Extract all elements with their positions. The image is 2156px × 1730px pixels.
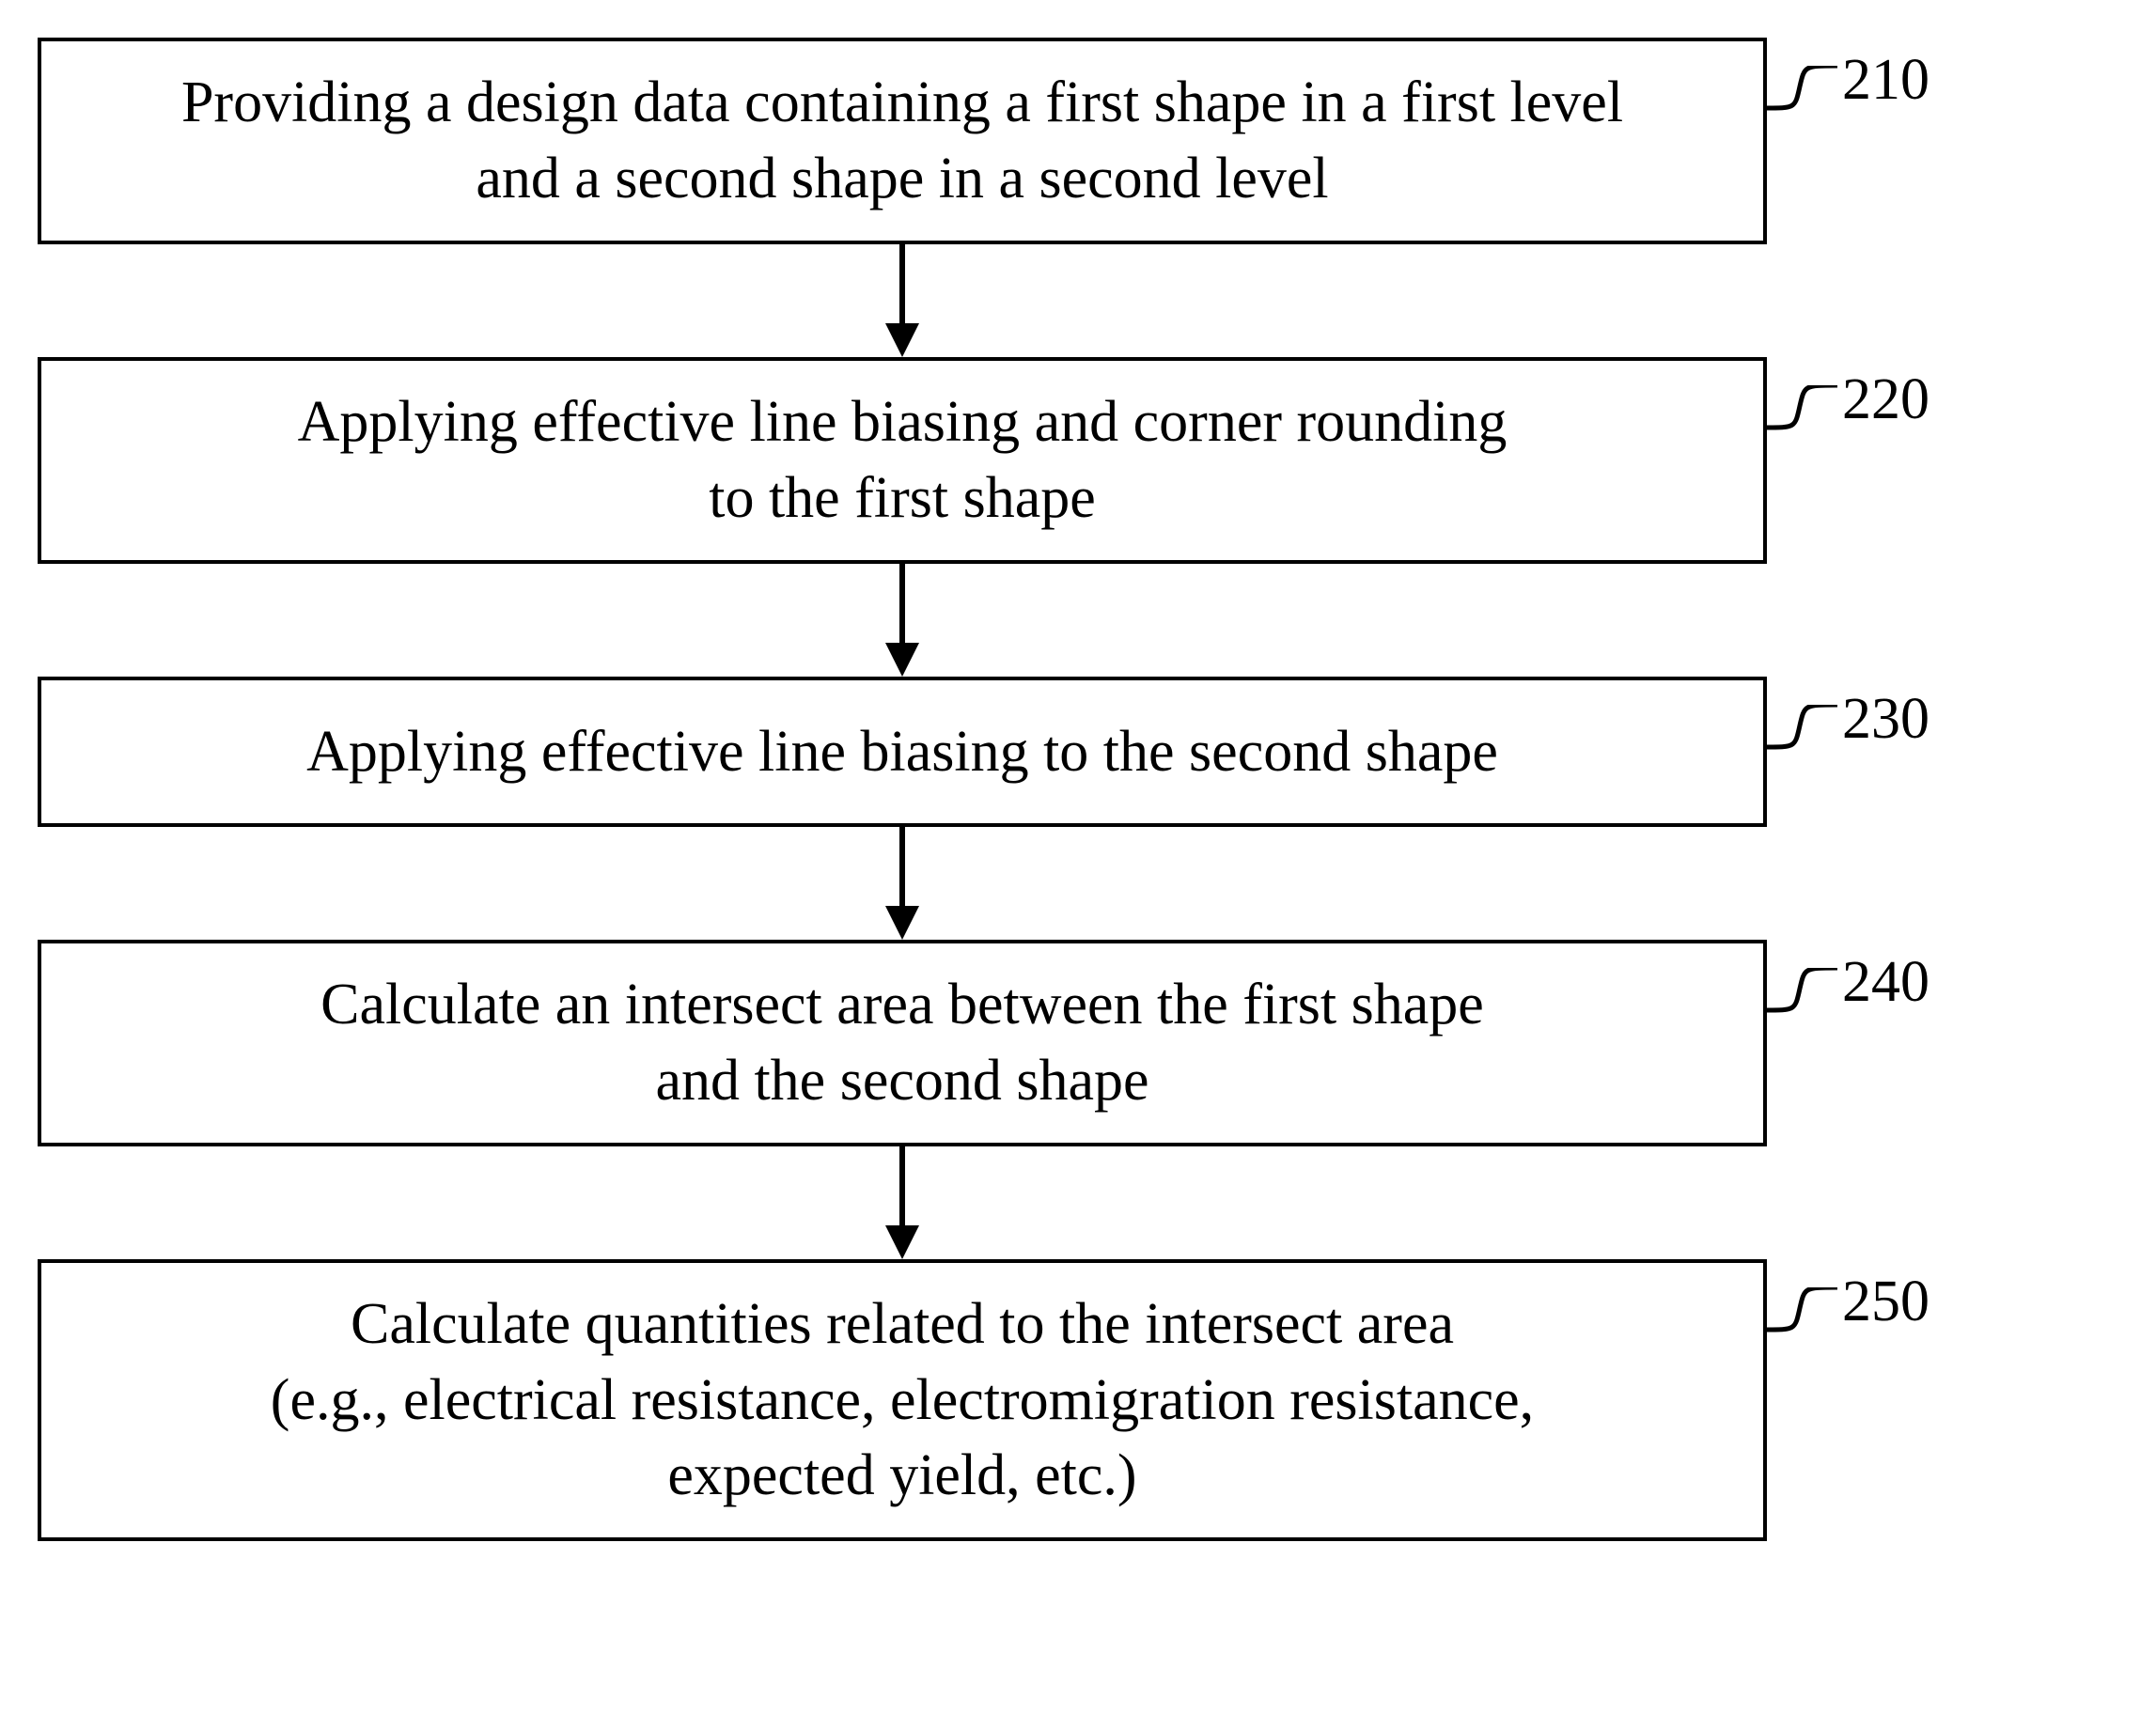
- arrow-head-icon: [885, 1225, 919, 1259]
- flowchart-step-4: Calculate an intersect area between the …: [38, 940, 1767, 1146]
- step-text: Applying effective line biasing to the s…: [306, 714, 1498, 790]
- ref-connector: [1767, 385, 1842, 442]
- step-text: Providing a design data containing a fir…: [181, 65, 1623, 216]
- ref-number: 250: [1842, 1269, 1929, 1335]
- step-text: Applying effective line biasing and corn…: [298, 384, 1508, 536]
- ref-number: 240: [1842, 949, 1929, 1016]
- flowchart-step-5: Calculate quantities related to the inte…: [38, 1259, 1767, 1541]
- arrow-head-icon: [885, 906, 919, 940]
- ref-connector: [1767, 705, 1842, 761]
- ref-number: 230: [1842, 686, 1929, 753]
- ref-connector: [1767, 1287, 1842, 1344]
- arrow-head-icon: [885, 323, 919, 357]
- ref-number: 210: [1842, 47, 1929, 114]
- ref-connector: [1767, 968, 1842, 1024]
- ref-number: 220: [1842, 366, 1929, 433]
- arrow-shaft: [899, 1146, 905, 1225]
- flowchart-canvas: Providing a design data containing a fir…: [0, 0, 2156, 1730]
- arrow-shaft: [899, 564, 905, 643]
- flowchart-step-3: Applying effective line biasing to the s…: [38, 677, 1767, 827]
- arrow-head-icon: [885, 643, 919, 677]
- arrow-shaft: [899, 244, 905, 323]
- step-text: Calculate an intersect area between the …: [320, 967, 1484, 1118]
- step-text: Calculate quantities related to the inte…: [271, 1286, 1534, 1514]
- ref-connector: [1767, 66, 1842, 122]
- flowchart-step-2: Applying effective line biasing and corn…: [38, 357, 1767, 564]
- arrow-shaft: [899, 827, 905, 906]
- flowchart-step-1: Providing a design data containing a fir…: [38, 38, 1767, 244]
